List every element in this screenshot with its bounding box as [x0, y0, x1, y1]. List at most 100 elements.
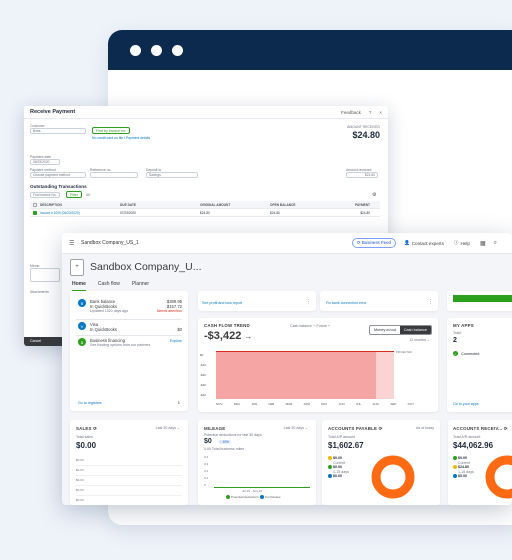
- dashboard-window: ☰ Sandbox Company_US_1 ⟳ Business Feed 👤…: [62, 233, 512, 505]
- sales-period-select[interactable]: Last 30 days ⌄: [155, 426, 180, 430]
- window-dot-icon: [130, 44, 141, 56]
- deductions-label: Potential deductions for last 30 days: [204, 433, 262, 437]
- mileage-period-select[interactable]: Last 30 days ⌄: [283, 426, 308, 430]
- find-by-invoice-button[interactable]: Find by invoice no.: [92, 127, 130, 134]
- ap-donut-ring: [371, 455, 415, 499]
- mileage-y-axis: 0.4 0.3 0.2 0.1 0: [204, 454, 208, 489]
- top-bar: ☰ Sandbox Company_US_1 ⟳ Business Feed 👤…: [62, 233, 512, 254]
- refresh-icon[interactable]: ⟳: [378, 426, 383, 431]
- money-in-out-tab[interactable]: Money in/out: [374, 328, 396, 332]
- cash-balance-tab[interactable]: Cash balance: [399, 326, 431, 334]
- help-button[interactable]: ⓘ Help: [454, 240, 470, 246]
- profit-loss-link[interactable]: See profit and loss report: [202, 301, 243, 305]
- legend-dot: [328, 465, 332, 470]
- legend-dot: [328, 474, 332, 479]
- y-tick: $0: [200, 353, 204, 357]
- close-icon[interactable]: ×: [379, 109, 382, 115]
- ar-item: $24.80: [453, 465, 474, 470]
- profit-loss-card: See profit and loss report ⋮: [198, 291, 316, 311]
- window-dot-icon: [151, 44, 162, 56]
- go-to-apps-link[interactable]: Go to your apps: [453, 402, 479, 406]
- x-tick: APR: [303, 402, 310, 406]
- payment-date-input[interactable]: 06/23/2020: [30, 159, 60, 165]
- column-header: DUE DATE: [120, 202, 137, 207]
- arrow-right-icon[interactable]: →: [244, 332, 253, 341]
- amount-received-value: $24.80: [352, 130, 380, 140]
- y-axis: $0 -$1K -$2K -$3K -$4K: [200, 350, 206, 400]
- amount-received-input[interactable]: $24.80: [346, 172, 378, 178]
- apps-grid-icon[interactable]: ▦: [479, 240, 486, 247]
- memo-label: Memo: [30, 264, 40, 268]
- x-tick: FEB: [268, 402, 275, 406]
- ar-total: $44,062.96: [453, 441, 494, 450]
- table-row[interactable]: Invoice # 1009 (06/23/2020) 07/23/2020 $…: [30, 209, 380, 217]
- menu-icon[interactable]: ☰: [69, 240, 75, 247]
- refresh-icon[interactable]: ⟳: [503, 426, 508, 431]
- needs-attention-badge[interactable]: Needs attention: [156, 309, 182, 313]
- y-tick: -$3K: [200, 383, 207, 387]
- browser-title-bar: [108, 30, 512, 70]
- payment-details-link[interactable]: No credit card on file / Payment details: [92, 136, 151, 140]
- more-icon[interactable]: ⋮: [306, 299, 311, 305]
- contact-experts-button[interactable]: 👤 Contact experts: [404, 240, 444, 246]
- business-financing-row[interactable]: $ Business financing See funding options…: [78, 338, 150, 348]
- y-tick: $0.00: [76, 496, 182, 505]
- row-payment-input[interactable]: $24.80: [360, 210, 370, 215]
- company-logo-icon[interactable]: +: [70, 258, 84, 276]
- mileage-period-label: Last 30 days: [283, 426, 304, 430]
- deposit-to-select[interactable]: Savings: [146, 172, 198, 178]
- ar-item: $0.00: [453, 474, 474, 479]
- memo-input[interactable]: [30, 268, 60, 282]
- ap-item: $0.00: [328, 456, 349, 461]
- help-icon[interactable]: ?: [368, 109, 372, 115]
- tab-home[interactable]: Home: [72, 281, 86, 291]
- sales-chart: $0.00 $0.00 $0.00 $0.00 $0.00: [76, 456, 182, 505]
- customer-select[interactable]: Bobs: [30, 128, 86, 134]
- ar-item: $0.00: [453, 456, 474, 461]
- feedback-button[interactable]: Feedback: [341, 109, 361, 115]
- cash-flow-chart: PROJECTED $0 -$1K -$2K -$3K -$4K NOV DEC…: [198, 348, 438, 412]
- find-invoice-input[interactable]: Find invoice No.: [30, 192, 60, 198]
- settings-gear-icon[interactable]: ⚙: [372, 192, 377, 198]
- select-all-checkbox[interactable]: [33, 202, 37, 207]
- ar-total-label: Total A/R amount: [453, 435, 481, 439]
- search-icon[interactable]: ⌕: [493, 239, 497, 246]
- row-due-date: 07/23/2020: [120, 210, 136, 215]
- more-icon[interactable]: ⋮: [428, 299, 433, 305]
- ar-item-amount: $0.00: [458, 456, 467, 460]
- bank-account-row[interactable]: B Bank balance In QuickBooks Updated 132…: [78, 299, 128, 314]
- refresh-icon[interactable]: ⟳: [93, 426, 97, 431]
- ar-item-amount: $24.80: [458, 465, 469, 470]
- tab-planner[interactable]: Planner: [131, 281, 150, 287]
- cash-flow-amount: -$3,422 →: [204, 330, 252, 342]
- mileage-range-label: Jul 29 - Aug 20: [242, 489, 263, 493]
- divider: [76, 335, 182, 336]
- y-tick: $0.00: [76, 466, 182, 476]
- visa-account-row[interactable]: V Visa In QuickBooks: [78, 322, 117, 332]
- explore-link[interactable]: Explore: [169, 339, 182, 343]
- period-label: 12 months: [409, 338, 426, 342]
- go-to-registers-link[interactable]: Go to registers: [78, 401, 102, 405]
- ap-item: $0.00: [328, 474, 349, 479]
- reference-input[interactable]: [90, 172, 138, 178]
- y-tick: 0.1: [204, 476, 209, 480]
- connected-row[interactable]: ✓ Connected: [453, 351, 479, 356]
- cancel-button[interactable]: Cancel: [30, 339, 42, 343]
- divider: [76, 319, 182, 320]
- fix-bank-link[interactable]: Fix bank connection error: [326, 301, 367, 305]
- business-feed-button[interactable]: ⟳ Business Feed: [352, 238, 396, 248]
- row-checkbox[interactable]: [33, 210, 37, 215]
- sales-period-label: Last 30 days: [155, 426, 176, 430]
- tab-cash-flow[interactable]: Cash flow: [97, 281, 120, 287]
- payment-method-select[interactable]: Choose payment method: [30, 172, 86, 178]
- my-apps-title: MY APPS: [453, 323, 474, 328]
- bank-account-sub: In QuickBooks: [90, 304, 117, 309]
- ar-donut-ring: [485, 455, 512, 499]
- period-select[interactable]: 12 months ⌄: [409, 338, 430, 342]
- window-dot-icon: [172, 44, 183, 56]
- legend-label: Potential Deductions: [231, 495, 259, 499]
- row-description[interactable]: Invoice # 1009 (06/23/2020): [40, 210, 80, 215]
- visa-account-sub: In QuickBooks: [90, 327, 117, 332]
- projected-area: [376, 351, 394, 399]
- filter-button[interactable]: Filter: [66, 191, 82, 198]
